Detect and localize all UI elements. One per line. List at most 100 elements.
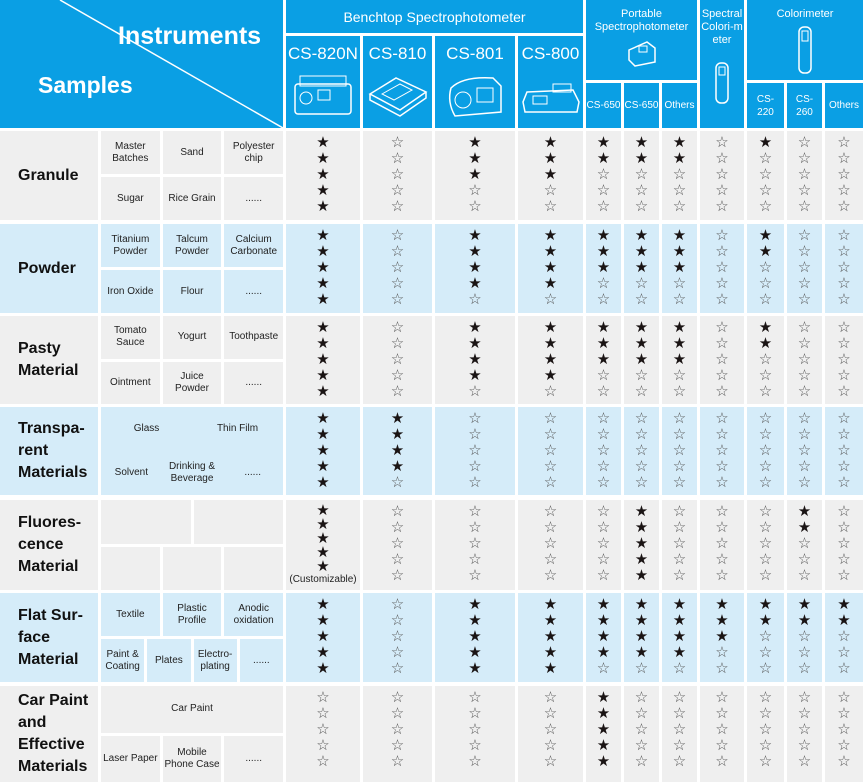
empty-star-icon: ☆ [758,628,773,645]
empty-star-icon: ☆ [468,442,482,459]
empty-star-icon: ☆ [390,551,405,568]
empty-star-icon: ☆ [672,551,687,568]
rating-cell: ★ ★ ★ ☆ ☆ [624,224,659,313]
empty-star-icon: ☆ [837,567,851,584]
empty-star-icon: ☆ [543,689,558,706]
rating-cell: ★ ★ ☆ ☆ ☆ [825,593,863,682]
empty-star-icon: ☆ [634,753,649,770]
filled-star-icon: ★ [634,243,649,260]
empty-star-icon: ☆ [797,567,812,584]
empty-star-icon: ☆ [390,383,405,400]
colorimeter-header: Colorimeter [747,0,863,80]
rating-cell: ☆ ☆ ☆ ☆ ☆ [825,500,863,590]
sample-cell: ...... [224,177,284,220]
empty-star-icon: ☆ [543,551,558,568]
sample-cell: Sand [162,131,222,174]
rating-cell: ★ ★ ★ ★ ☆ [435,224,515,313]
empty-star-icon: ☆ [543,198,558,215]
empty-star-icon: ☆ [797,689,812,706]
sample-cell [101,546,160,590]
empty-star-icon: ☆ [758,474,773,491]
empty-star-icon: ☆ [468,383,482,400]
empty-star-icon: ☆ [596,410,611,427]
sample-cell: Solvent [101,451,162,495]
rating-cell: ☆ ☆ ☆ ☆ ☆ [363,500,432,590]
filled-star-icon: ★ [634,551,649,568]
empty-star-icon: ☆ [672,474,687,491]
rating-cell: ☆ ☆ ☆ ☆ ☆ [435,407,515,495]
empty-star-icon: ☆ [634,458,649,475]
filled-star-icon: ★ [596,628,611,645]
empty-star-icon: ☆ [468,519,482,536]
empty-star-icon: ☆ [715,134,729,151]
empty-star-icon: ☆ [634,275,649,292]
rating-cell: ☆ ☆ ☆ ☆ ☆ [787,686,822,782]
filled-star-icon: ★ [596,319,611,336]
filled-star-icon: ★ [543,166,558,183]
empty-star-icon: ☆ [797,166,812,183]
rating-cell: ★ ★ ★ ★ ☆ [662,593,697,682]
spectral-colorimeter-header: Spectral Colori-meter [700,0,744,128]
rating-cell: ★ ★ ★ ☆ ☆ [662,224,697,313]
rating-cell: ★ ★ ★ ★ ☆ [586,593,621,682]
rating-cell: ☆ ☆ ☆ ☆ ☆ [700,407,744,495]
sample-cell: Electro-plating [193,639,237,682]
filled-star-icon: ★ [468,644,482,661]
empty-star-icon: ☆ [715,227,729,244]
empty-star-icon: ☆ [837,737,851,754]
rating-cell: ★ ★ ★ ★ ☆ [518,224,583,313]
empty-star-icon: ☆ [634,474,649,491]
empty-star-icon: ☆ [390,689,405,706]
filled-star-icon: ★ [758,596,773,613]
empty-star-icon: ☆ [715,535,729,552]
empty-star-icon: ☆ [797,150,812,167]
filled-star-icon: ★ [634,596,649,613]
empty-star-icon: ☆ [797,134,812,151]
filled-star-icon: ★ [316,502,330,519]
sample-cell: Mobile Phone Case [162,735,222,782]
filled-star-icon: ★ [596,259,611,276]
rating-cell: ☆ ☆ ☆ ☆ ☆ [747,407,784,495]
filled-star-icon: ★ [596,335,611,352]
diagonal-divider [59,0,283,128]
empty-star-icon: ☆ [543,567,558,584]
empty-star-icon: ☆ [837,535,851,552]
filled-star-icon: ★ [316,243,330,260]
empty-star-icon: ☆ [715,383,729,400]
empty-star-icon: ☆ [837,689,851,706]
empty-star-icon: ☆ [468,410,482,427]
empty-star-icon: ☆ [758,198,773,215]
sample-cell: ...... [239,639,283,682]
rating-cell: ☆ ☆ ☆ ☆ ☆ [363,593,432,682]
filled-star-icon: ★ [316,383,330,400]
sample-cell: Plastic Profile [162,593,222,636]
rating-cell: ☆ ☆ ☆ ☆ ☆ [586,407,621,495]
sample-group: Flat Sur-face Material Textile Plastic Pro… [0,593,284,682]
filled-star-icon: ★ [316,259,330,276]
rating-cell: ☆ ☆ ☆ ☆ ☆ [662,500,697,590]
empty-star-icon: ☆ [634,291,649,308]
rating-cell: ☆ ☆ ☆ ☆ ☆ [662,407,697,495]
filled-star-icon: ★ [543,612,558,629]
empty-star-icon: ☆ [797,259,812,276]
sample-row: Sugar Rice Grain...... [101,177,284,220]
filled-star-icon: ★ [758,243,773,260]
filled-star-icon: ★ [596,596,611,613]
empty-star-icon: ☆ [758,291,773,308]
empty-star-icon: ☆ [837,519,851,536]
filled-star-icon: ★ [316,612,330,629]
empty-star-icon: ☆ [672,458,687,475]
empty-star-icon: ☆ [634,166,649,183]
customizable-note: (Customizable) [289,574,357,585]
empty-star-icon: ☆ [543,519,558,536]
empty-star-icon: ☆ [715,319,729,336]
rating-cell: ★ ★ ★ ☆ ☆ [662,316,697,404]
empty-star-icon: ☆ [797,182,812,199]
filled-star-icon: ★ [543,351,558,368]
portable-header: Portable Spectrophotometer [586,0,697,80]
empty-star-icon: ☆ [715,335,729,352]
empty-star-icon: ☆ [596,551,611,568]
empty-star-icon: ☆ [468,474,482,491]
empty-star-icon: ☆ [672,660,687,677]
empty-star-icon: ☆ [715,166,729,183]
